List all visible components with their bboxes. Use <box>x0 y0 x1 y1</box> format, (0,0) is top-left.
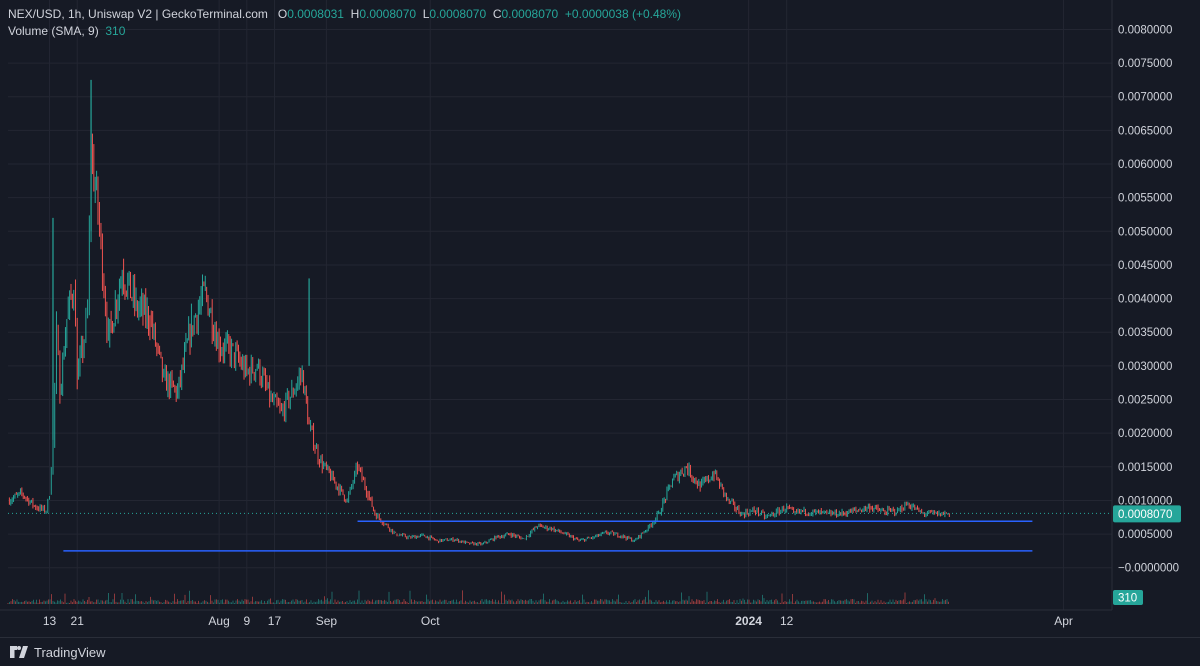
y-tick-label: 0.0070000 <box>1118 92 1172 104</box>
y-tick-label: 0.0050000 <box>1118 226 1172 238</box>
change-value: +0.0000038 (+0.48%) <box>564 7 681 21</box>
y-tick-label: 0.0025000 <box>1118 395 1172 407</box>
volume-badge <box>1113 590 1143 605</box>
close-label: C <box>492 7 502 21</box>
low-value: 0.0008070 <box>429 7 487 21</box>
y-tick-label: −0.0000000 <box>1118 563 1179 575</box>
x-tick-label: 21 <box>71 614 85 628</box>
open-label: O <box>277 7 288 21</box>
y-tick-label: 0.0020000 <box>1118 428 1172 440</box>
x-tick-label: 13 <box>43 614 57 628</box>
tradingview-logo[interactable]: TradingView <box>10 645 106 660</box>
x-tick-label: Oct <box>421 614 440 628</box>
footer-bar: TradingView <box>0 637 1200 666</box>
high-value: 0.0008070 <box>359 7 417 21</box>
x-tick-label: Sep <box>316 614 338 628</box>
tradingview-logo-icon <box>10 646 28 658</box>
chart-legend: NEX/USD, 1h, Uniswap V2 | GeckoTerminal.… <box>8 6 681 40</box>
y-tick-label: 0.0040000 <box>1118 294 1172 306</box>
y-tick-label: 0.0045000 <box>1118 260 1172 272</box>
y-tick-label: 0.0010000 <box>1118 495 1172 507</box>
low-label: L <box>422 7 430 21</box>
x-tick-label: 12 <box>780 614 794 628</box>
x-tick-label: Aug <box>208 614 229 628</box>
y-tick-label: 0.0060000 <box>1118 159 1172 171</box>
x-tick-label: 17 <box>268 614 282 628</box>
y-tick-label: 0.0065000 <box>1118 125 1172 137</box>
x-tick-label: Apr <box>1054 614 1073 628</box>
close-value: 0.0008070 <box>501 7 559 21</box>
y-tick-label: 0.0055000 <box>1118 193 1172 205</box>
x-tick-label: 2024 <box>735 614 762 628</box>
y-tick-label: 0.0075000 <box>1118 58 1172 70</box>
y-tick-label: 0.0035000 <box>1118 327 1172 339</box>
y-tick-label: 0.0030000 <box>1118 361 1172 373</box>
symbol-label: NEX/USD, 1h, Uniswap V2 | GeckoTerminal.… <box>8 7 268 21</box>
y-tick-label: 0.0005000 <box>1118 529 1172 541</box>
volume-value: 310 <box>105 24 126 38</box>
tradingview-brand: TradingView <box>34 644 106 660</box>
y-tick-label: 0.0080000 <box>1118 24 1172 36</box>
open-value: 0.0008031 <box>287 7 344 21</box>
volume-badge-label: 310 <box>1118 593 1137 605</box>
x-tick-label: 9 <box>243 614 250 628</box>
high-label: H <box>350 7 360 21</box>
last-price-badge <box>1113 505 1181 523</box>
price-chart[interactable]: 0.0080000 0.0075000 0.0070000 0.0065000 0.00… <box>0 0 1200 637</box>
y-tick-label: 0.0015000 <box>1118 462 1172 474</box>
last-price-label: 0.0008070 <box>1118 509 1172 521</box>
volume-label: Volume (SMA, 9) <box>8 24 99 38</box>
